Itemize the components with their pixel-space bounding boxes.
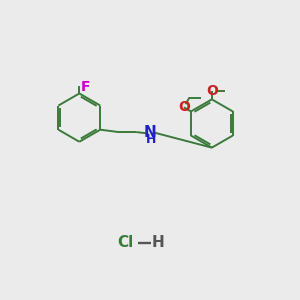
Text: F: F [81, 80, 90, 94]
Text: O: O [206, 84, 218, 98]
Text: O: O [178, 100, 190, 114]
Text: H: H [152, 235, 165, 250]
Text: Cl: Cl [117, 235, 133, 250]
Text: N: N [144, 125, 157, 140]
Text: H: H [146, 134, 156, 146]
